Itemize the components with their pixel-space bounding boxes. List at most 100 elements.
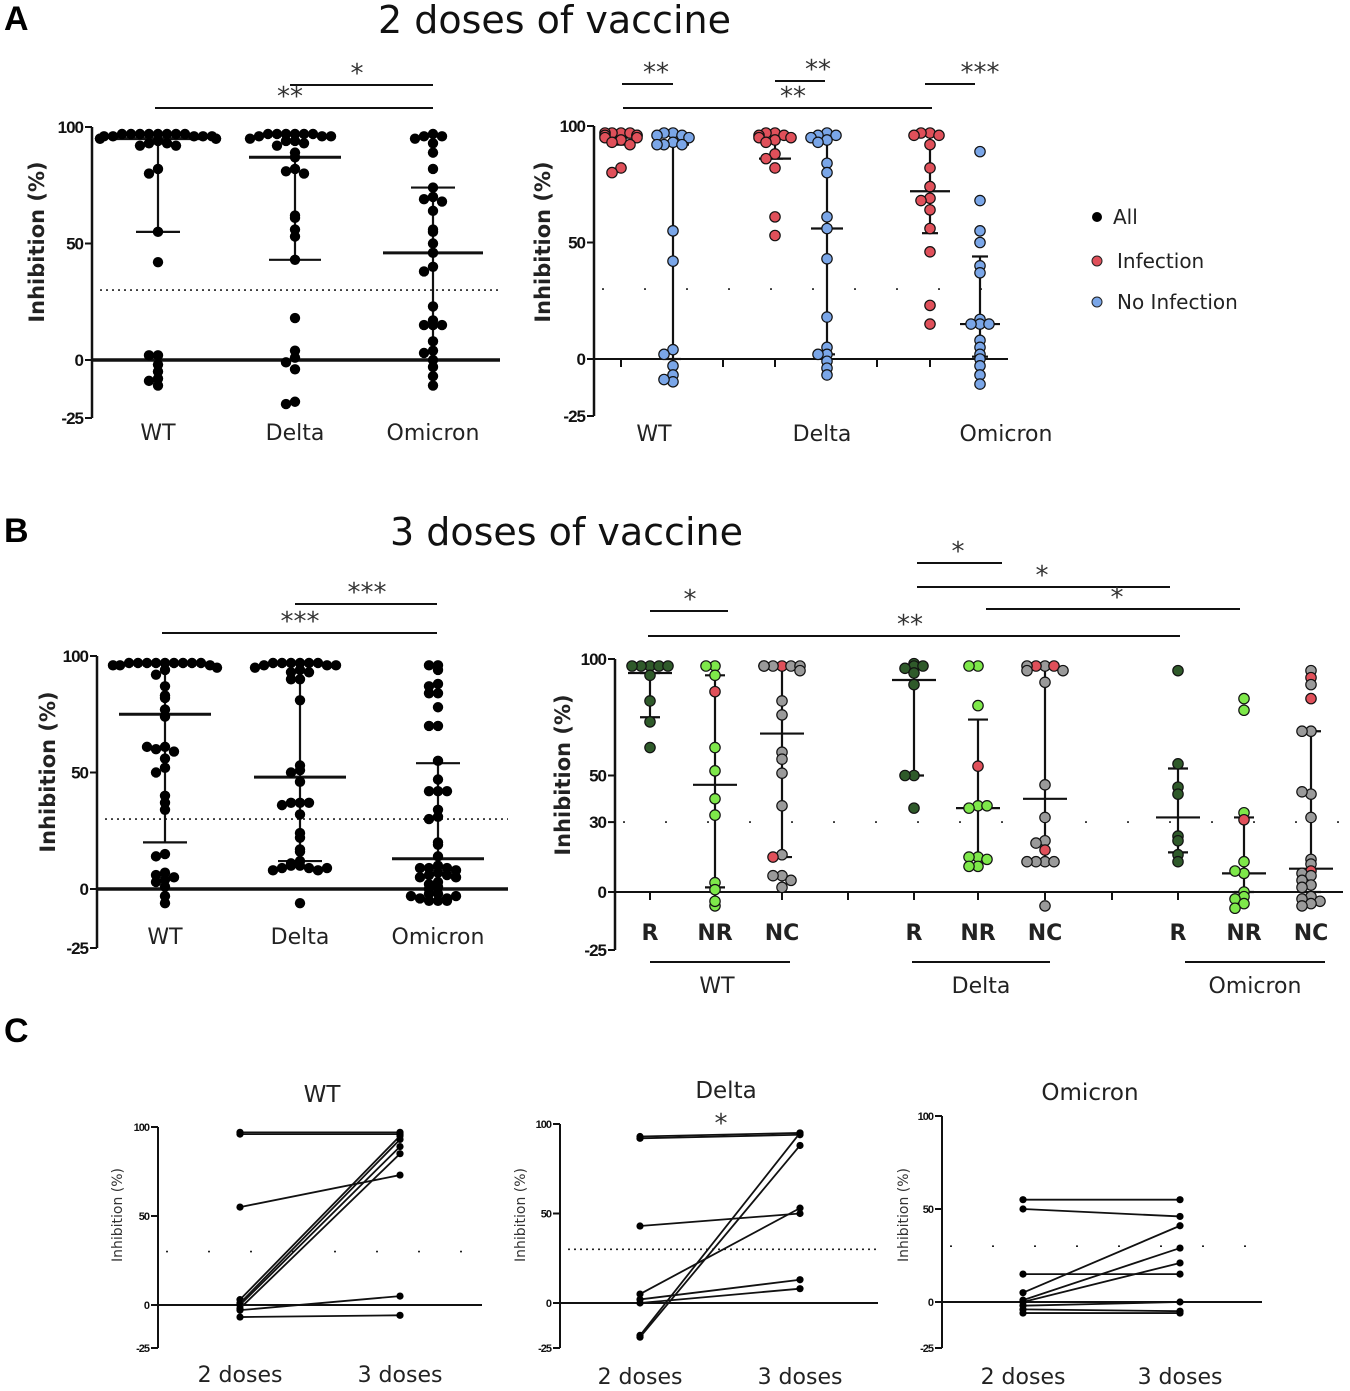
- data-point: [636, 1290, 644, 1298]
- x-category-label: Omicron: [392, 925, 485, 950]
- data-point: [152, 135, 164, 147]
- data-point: [289, 212, 301, 224]
- y-tick-label: 0: [144, 1300, 150, 1312]
- data-point: [152, 380, 164, 391]
- data-point: [1296, 725, 1308, 738]
- data-point: [107, 131, 119, 142]
- data-point: [152, 226, 164, 238]
- y-tick-label: 50: [923, 1204, 934, 1216]
- data-point: [1019, 1205, 1027, 1213]
- data-point: [294, 764, 306, 776]
- legend-item-infection: Infection: [1091, 249, 1204, 273]
- data-point: [150, 657, 162, 669]
- x-subcategory-label: NC: [765, 921, 800, 946]
- data-point: [159, 664, 171, 676]
- data-point: [1296, 786, 1308, 798]
- data-point: [285, 860, 297, 871]
- data-point: [915, 194, 927, 207]
- legend-item-no-infection: No Infection: [1091, 290, 1238, 314]
- data-point: [644, 716, 656, 728]
- data-point: [1172, 664, 1184, 677]
- data-point: [450, 872, 462, 883]
- data-point: [1039, 900, 1051, 912]
- data-point: [441, 895, 453, 906]
- legend-label-infection: Infection: [1117, 249, 1204, 273]
- y-tick-label: -25: [584, 941, 606, 960]
- paired-line: [636, 1209, 804, 1230]
- data-point: [1172, 788, 1184, 800]
- series-delta-nr: [956, 660, 1000, 873]
- data-point: [143, 128, 155, 140]
- x-subcategory-label: NR: [960, 921, 995, 946]
- data-point: [427, 345, 439, 356]
- significance-label: **: [780, 82, 806, 112]
- data-point: [107, 660, 119, 671]
- data-point: [159, 804, 171, 815]
- data-point: [709, 669, 721, 682]
- connector-line: [1022, 1247, 1181, 1301]
- data-point: [1176, 1196, 1184, 1204]
- data-point: [159, 848, 171, 860]
- data-point: [644, 669, 656, 682]
- connector-line: [639, 1278, 801, 1301]
- connector-line: [239, 1138, 401, 1304]
- data-point: [418, 266, 430, 277]
- x-category-label: Delta: [793, 422, 852, 447]
- data-point: [758, 660, 770, 672]
- subplot-title: Omicron: [1041, 1080, 1138, 1106]
- data-point: [123, 657, 135, 669]
- data-point: [210, 133, 222, 144]
- data-point: [427, 361, 439, 373]
- data-point: [188, 131, 200, 142]
- data-point: [168, 657, 180, 669]
- paired-line: [236, 1150, 404, 1313]
- data-point: [908, 667, 920, 679]
- data-point: [197, 131, 209, 142]
- x-category-label: 2 doses: [981, 1365, 1066, 1390]
- data-point: [423, 688, 435, 699]
- data-point: [418, 319, 430, 331]
- data-point: [683, 131, 695, 144]
- data-point: [271, 128, 283, 140]
- data-point: [423, 660, 435, 671]
- data-point: [325, 131, 337, 142]
- paired-line: [236, 1142, 404, 1309]
- series-omicron-r: [1156, 664, 1200, 868]
- data-point: [1296, 900, 1308, 912]
- data-point: [312, 865, 324, 876]
- y-tick-label: 0: [577, 350, 586, 369]
- data-point: [179, 128, 191, 140]
- data-point: [280, 135, 292, 147]
- connector-line: [639, 1212, 801, 1227]
- data-point: [1176, 1298, 1184, 1306]
- data-point: [767, 851, 779, 863]
- data-point: [396, 1311, 404, 1319]
- data-point: [974, 378, 986, 390]
- series-wt: [94, 128, 222, 391]
- data-point: [150, 669, 162, 680]
- data-point: [1176, 1270, 1184, 1278]
- data-point: [418, 347, 430, 359]
- data-point: [636, 1333, 644, 1341]
- data-point: [796, 1129, 804, 1137]
- data-point: [289, 352, 301, 363]
- data-point: [709, 792, 721, 805]
- data-point: [662, 660, 674, 672]
- data-point: [432, 785, 444, 797]
- connector-line: [1022, 1208, 1181, 1218]
- legend-item-all: All: [1092, 205, 1138, 229]
- connector-line: [639, 1144, 801, 1338]
- y-axis-label: Inhibition (%): [36, 691, 60, 852]
- data-point: [159, 897, 171, 909]
- x-group-label: Omicron: [1209, 974, 1302, 999]
- y-tick-label: -25: [136, 1343, 150, 1355]
- data-point: [330, 660, 342, 671]
- legend-marker-infection: [1091, 255, 1103, 267]
- paired-line: [236, 1292, 404, 1314]
- paired-line: [1019, 1205, 1184, 1221]
- data-point: [636, 1134, 644, 1142]
- data-point: [432, 678, 444, 690]
- data-point: [1019, 1309, 1027, 1317]
- data-point: [1172, 855, 1184, 868]
- data-point: [1039, 811, 1051, 824]
